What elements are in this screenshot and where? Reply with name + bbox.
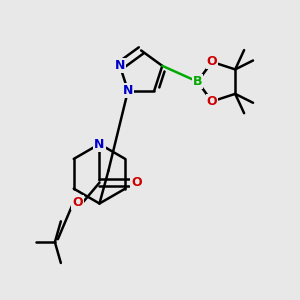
Text: N: N xyxy=(115,59,125,72)
Text: N: N xyxy=(94,138,105,151)
Text: O: O xyxy=(73,196,83,208)
Text: O: O xyxy=(207,95,217,108)
Text: O: O xyxy=(207,56,217,68)
Text: B: B xyxy=(193,75,202,88)
Text: N: N xyxy=(123,84,133,97)
Text: O: O xyxy=(131,176,142,189)
